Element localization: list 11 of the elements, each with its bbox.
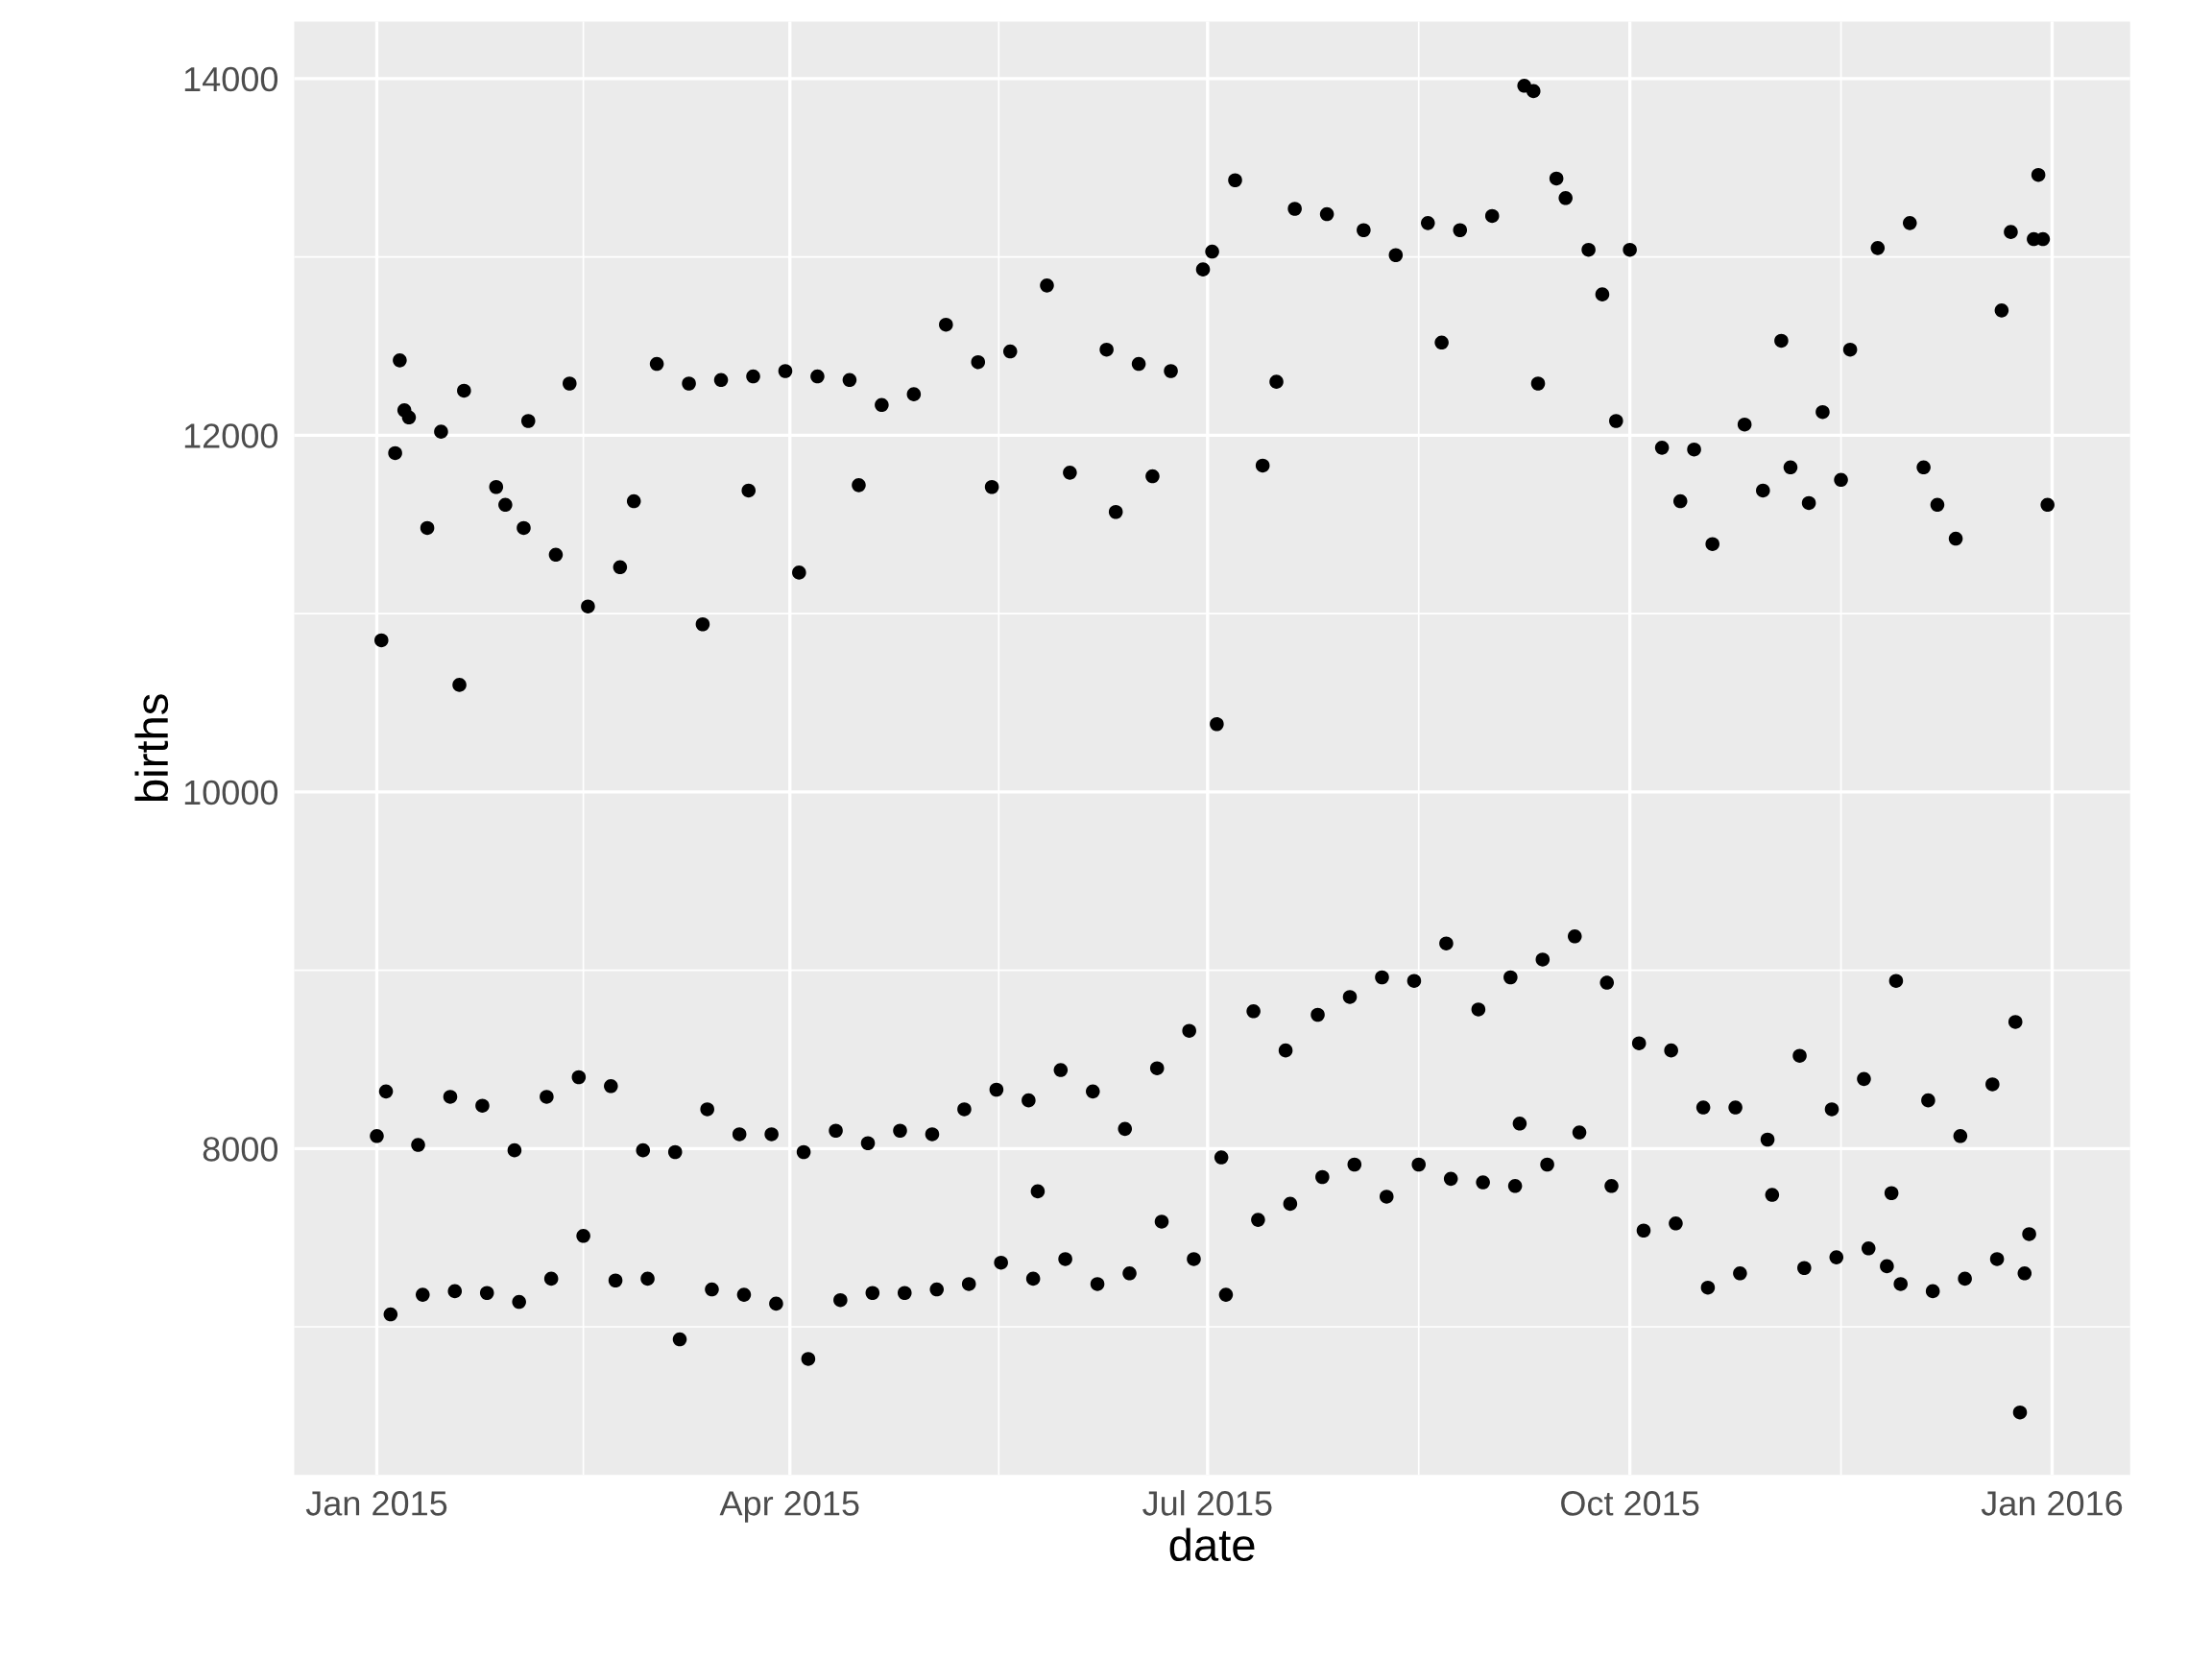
x-tick-label: Oct 2015 [1561, 1491, 1699, 1516]
y-tick-label: 12000 [184, 423, 278, 448]
x-axis-title: date [1169, 1527, 1255, 1562]
x-tick-label: Jan 2016 [1981, 1491, 2123, 1516]
y-tick-label: 14000 [184, 66, 278, 92]
x-tick-label: Jan 2015 [305, 1491, 447, 1516]
x-tick-label: Apr 2015 [719, 1491, 859, 1523]
y-tick-label: 10000 [184, 780, 278, 805]
y-tick-label: 8000 [203, 1137, 278, 1162]
x-tick-label: Jul 2015 [1142, 1490, 1272, 1516]
y-axis-title: births [134, 694, 169, 802]
